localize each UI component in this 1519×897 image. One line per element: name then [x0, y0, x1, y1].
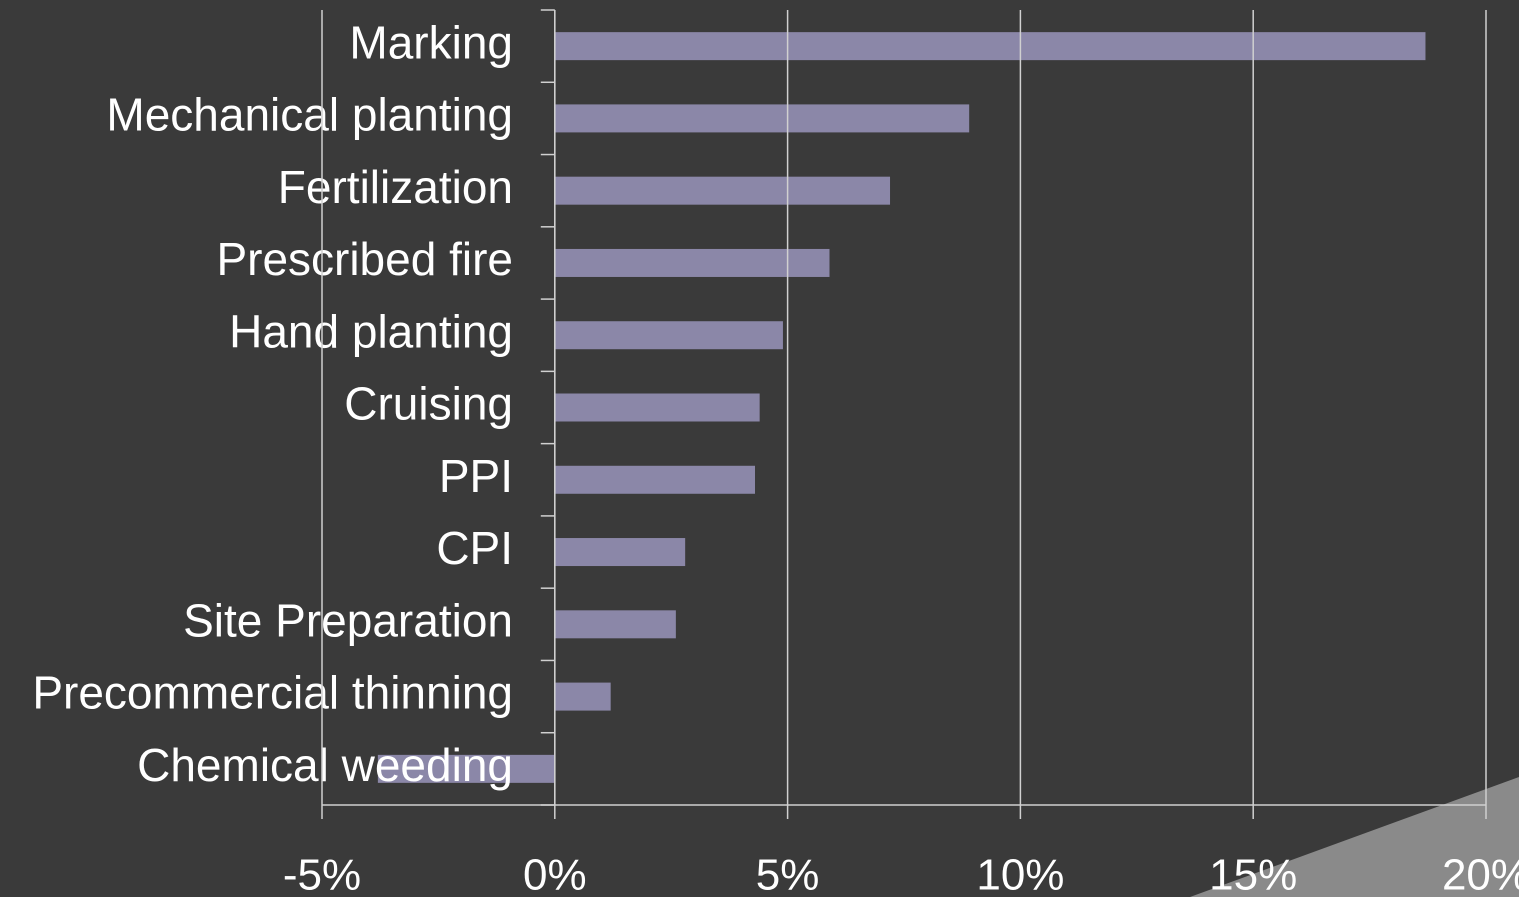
bar [554, 465, 756, 494]
category-label: Site Preparation [183, 594, 513, 646]
category-label: Chemical weeding [137, 739, 513, 791]
category-label: PPI [439, 450, 513, 502]
category-label: Cruising [344, 378, 513, 430]
bar [554, 610, 676, 639]
bar [554, 393, 760, 422]
x-tick-label: 5% [756, 851, 820, 897]
bar [554, 682, 611, 711]
corner-decoration [1190, 777, 1519, 897]
bar [554, 248, 830, 277]
category-label: Precommercial thinning [32, 667, 513, 719]
bar [377, 754, 555, 783]
category-label: Prescribed fire [216, 233, 513, 285]
x-tick-label: 10% [976, 851, 1064, 897]
x-tick-label: -5% [283, 851, 361, 897]
x-tick-label: 0% [523, 851, 587, 897]
category-label: Marking [349, 16, 513, 68]
bar [554, 538, 686, 567]
bar [554, 104, 970, 133]
category-label: Fertilization [278, 161, 513, 213]
category-label: Hand planting [229, 305, 513, 357]
category-label: CPI [436, 522, 513, 574]
bar [554, 32, 1426, 61]
x-tick-label: 15% [1209, 851, 1297, 897]
x-tick-label: 20% [1442, 851, 1519, 897]
bar [554, 321, 783, 350]
category-label: Mechanical planting [106, 89, 513, 141]
bar [554, 176, 891, 205]
